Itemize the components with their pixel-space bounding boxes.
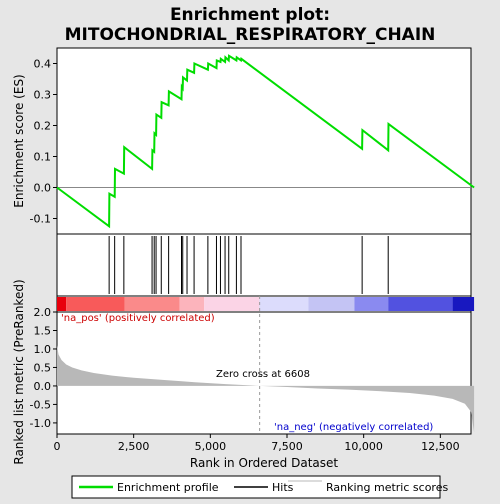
es-y-tick-label: 0.1 (34, 151, 52, 164)
x-axis-label: Rank in Ordered Dataset (190, 456, 338, 470)
color-bar-segment (259, 297, 309, 311)
metric-y-tick-label: -0.5 (30, 398, 51, 411)
color-bar-segment (57, 297, 67, 311)
hits-panel (56, 233, 472, 297)
es-y-tick-label: -0.1 (30, 213, 51, 226)
color-bar-segment (124, 297, 180, 311)
x-tick-label: 7,500 (271, 440, 303, 453)
color-bar-segment (354, 297, 389, 311)
metric-y-tick-label: -1.0 (30, 417, 51, 430)
legend-enrichment-label: Enrichment profile (117, 481, 219, 494)
metric-y-tick-label: 1.5 (34, 324, 52, 337)
x-tick-label: 5,000 (195, 440, 227, 453)
metric-y-tick-label: 0.5 (34, 361, 52, 374)
x-tick-label: 0 (54, 440, 61, 453)
es-y-tick-label: 0.4 (34, 58, 52, 71)
es-panel (56, 47, 472, 235)
zero-cross-label: Zero cross at 6608 (216, 369, 310, 380)
color-bar-segment (179, 297, 205, 311)
chart-title-line-2: MITOCHONDRIAL_RESPIRATORY_CHAIN (65, 25, 436, 45)
legend-metric-label: Ranking metric scores (326, 481, 448, 494)
color-bar-segment (388, 297, 453, 311)
x-tick-label: 2,500 (118, 440, 150, 453)
ranking-metric-area (57, 345, 475, 433)
metric-y-tick-label: 1.0 (34, 343, 52, 356)
metric-panel (56, 311, 472, 435)
legend-hits-label: Hits (272, 481, 294, 494)
metric-y-tick-label: 0.0 (34, 380, 52, 393)
neg-correlated-label: 'na_neg' (negatively correlated) (274, 422, 433, 433)
x-tick-label: 12,500 (421, 440, 460, 453)
color-bar-segment (66, 297, 125, 311)
es-y-tick-label: 0.3 (34, 89, 52, 102)
es-y-tick-label: 0.2 (34, 120, 52, 133)
color-bar-segment (308, 297, 355, 311)
color-bar-segment (452, 297, 475, 311)
x-tick-label: 10,000 (344, 440, 383, 453)
metric-y-axis-label: Ranked list metric (PreRanked) (12, 279, 26, 464)
es-y-axis-label: Enrichment score (ES) (12, 74, 26, 207)
es-y-tick-label: 0.0 (34, 182, 52, 195)
pos-correlated-label: 'na_pos' (positively correlated) (61, 313, 215, 324)
metric-y-tick-label: 2.0 (34, 306, 52, 319)
enrichment-profile-line (56, 54, 475, 229)
chart-title-line-1: Enrichment plot: (170, 5, 330, 25)
color-bar-segment (204, 297, 260, 311)
